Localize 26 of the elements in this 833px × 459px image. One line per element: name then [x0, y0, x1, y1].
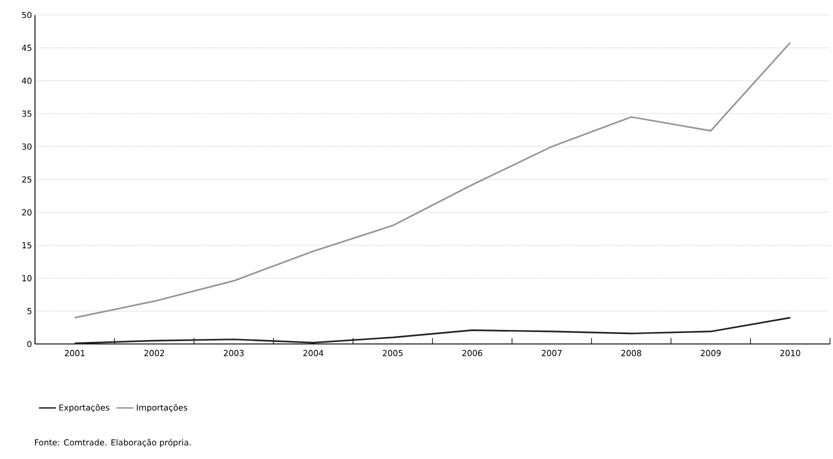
legend-label: Importações [136, 404, 188, 412]
y-tick-label: 10 [22, 275, 32, 282]
x-tick-label: 2003 [224, 350, 244, 356]
x-tick-label: 2004 [303, 350, 324, 356]
line-series [74, 316, 792, 344]
y-tick-label: 15 [22, 242, 32, 248]
x-tick-label: 2005 [382, 350, 403, 356]
x-tick-label: 2006 [462, 350, 482, 356]
y-tick-label: 35 [22, 110, 32, 117]
y-tick-label: 0 [27, 340, 32, 348]
y-tick-label: 5 [27, 308, 32, 314]
x-tick-label: 2001 [64, 350, 85, 356]
y-tick-label: 20 [22, 209, 32, 216]
y-tick-label: 30 [22, 143, 32, 150]
y-tick-label: 45 [22, 44, 32, 51]
legend-label: Exportações [59, 404, 110, 412]
y-tick-label: 50 [22, 12, 32, 18]
source-note: Fonte: Comtrade. Elaboração própria. [35, 438, 191, 448]
x-tick-label: 2009 [700, 350, 721, 356]
x-tick-label: 2010 [780, 350, 800, 356]
x-tick-label: 2002 [144, 350, 164, 356]
x-tick-label: 2008 [621, 350, 642, 356]
x-tick-label: 2007 [542, 350, 562, 356]
y-tick-label: 40 [22, 78, 32, 84]
y-tick-label: 25 [22, 176, 32, 183]
line-series [74, 42, 792, 318]
